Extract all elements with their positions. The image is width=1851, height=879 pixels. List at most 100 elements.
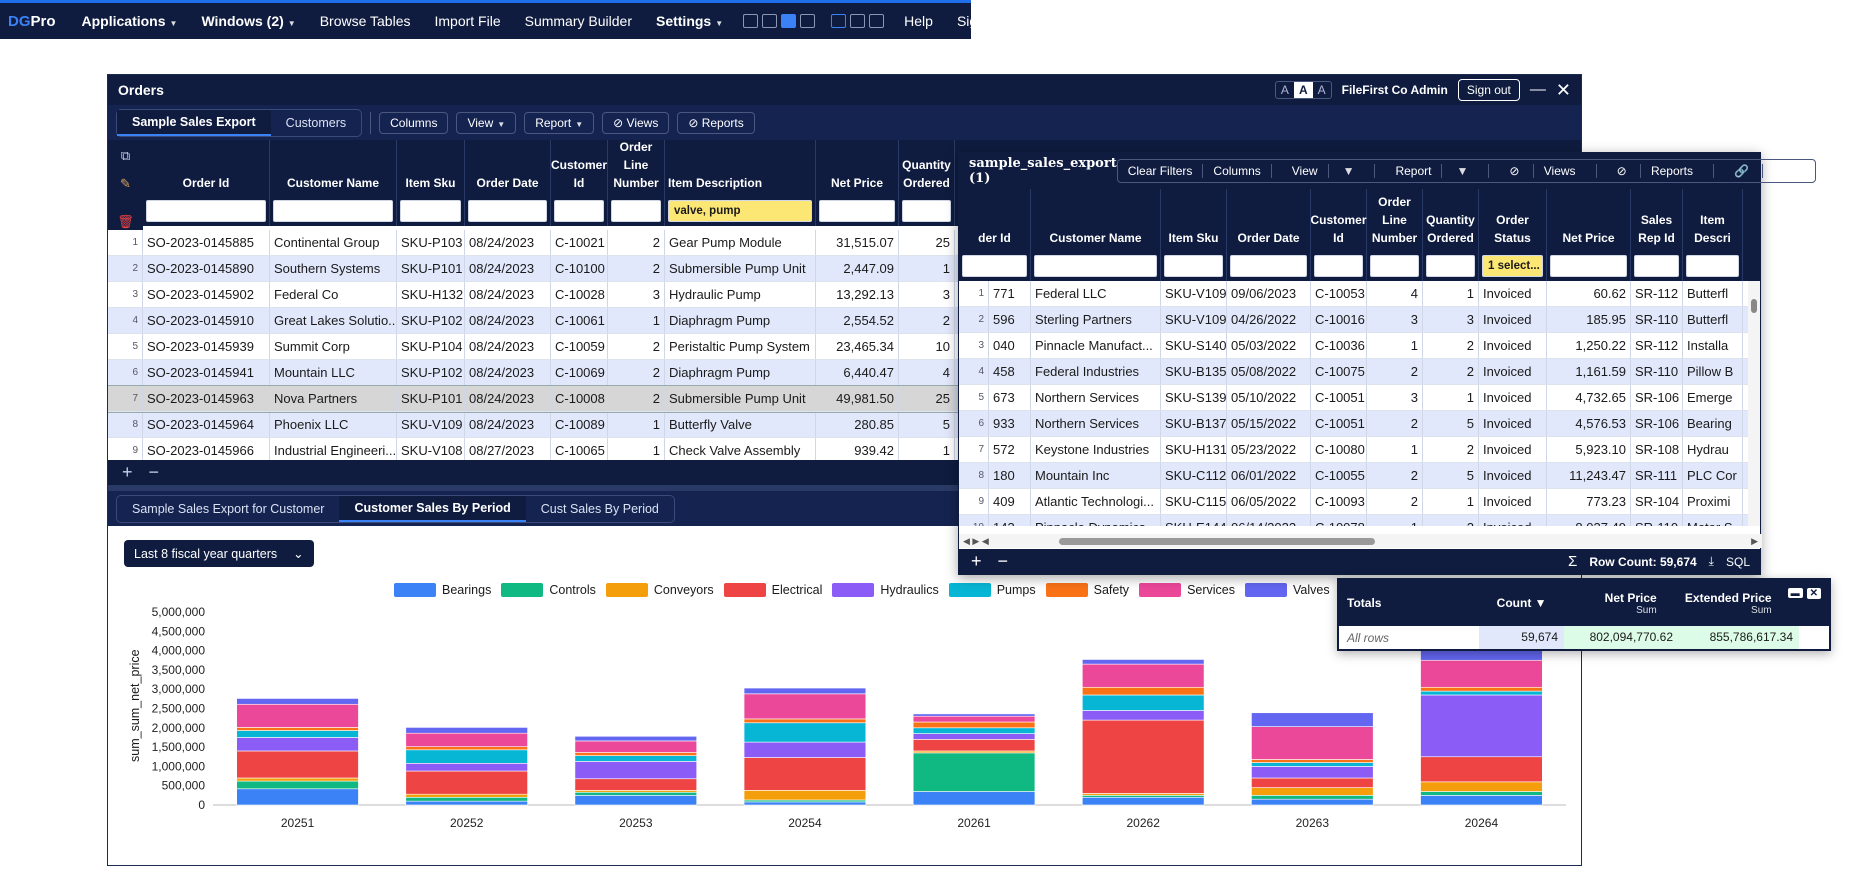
- legend-item[interactable]: Safety: [1045, 583, 1129, 597]
- cell-net-price[interactable]: 4,732.65: [1547, 385, 1631, 410]
- cell-order-id[interactable]: 040: [989, 333, 1031, 358]
- cell-net-price[interactable]: 4,576.53: [1547, 411, 1631, 436]
- window-slot-3-icon[interactable]: [869, 14, 885, 28]
- cell-net-price[interactable]: 1,250.22: [1547, 333, 1631, 358]
- cell-item-description[interactable]: Bearing: [1683, 411, 1743, 436]
- cell-item-sku[interactable]: SKU-B137: [1161, 411, 1227, 436]
- cell-order-status[interactable]: Invoiced: [1479, 385, 1547, 410]
- sse-horizontal-scroll-thumb[interactable]: [1059, 538, 1375, 545]
- cell-order-id[interactable]: SO-2023-0145890: [143, 256, 270, 281]
- cell-net-price[interactable]: 2,447.09: [816, 256, 899, 281]
- cell-row-number[interactable]: 5: [959, 385, 989, 410]
- cell-sales-rep-id[interactable]: SR-106: [1631, 385, 1683, 410]
- remove-row-icon[interactable]: −: [148, 462, 160, 482]
- cell-row-number[interactable]: 9: [108, 438, 143, 460]
- sse-remove-row-icon[interactable]: −: [997, 551, 1009, 571]
- cell-quantity-ordered[interactable]: 3: [899, 282, 955, 307]
- nav-sign-out[interactable]: Sign Out: [956, 13, 1012, 29]
- cell-order-date[interactable]: 08/27/2023: [465, 438, 551, 460]
- cell-customer-name[interactable]: Northern Services: [1031, 385, 1161, 410]
- cell-item-description[interactable]: Pillow B: [1683, 359, 1743, 384]
- cell-row-number[interactable]: 3: [959, 333, 989, 358]
- cell-sales-rep-id[interactable]: SR-110: [1631, 359, 1683, 384]
- table-row[interactable]: 8 180 Mountain Inc SKU-C112 06/01/2022 C-1005…: [959, 463, 1750, 489]
- filter-item-sku[interactable]: [1164, 255, 1223, 277]
- filter-order-id[interactable]: [962, 255, 1027, 277]
- clear-filters-button[interactable]: Clear Filters: [1118, 164, 1204, 178]
- cell-quantity-ordered[interactable]: 5: [899, 412, 955, 437]
- table-row[interactable]: 6 SO-2023-0145941 Mountain LLC SKU-P102 08/2…: [108, 360, 1581, 386]
- cell-order-line-number[interactable]: 3: [1367, 385, 1423, 410]
- cell-customer-name[interactable]: Federal Industries: [1031, 359, 1161, 384]
- cell-customer-name[interactable]: Pinnacle Manufact...: [1031, 333, 1161, 358]
- legend-item[interactable]: Valves: [1245, 583, 1330, 597]
- cell-order-date[interactable]: 09/06/2023: [1227, 281, 1311, 306]
- tab-customer-sales-by-period[interactable]: Customer Sales By Period: [339, 495, 526, 522]
- col-header-net-price[interactable]: Net Price: [816, 140, 899, 196]
- cell-customer-id[interactable]: C-10008: [551, 386, 608, 411]
- cell-customer-name[interactable]: Continental Group: [270, 230, 397, 255]
- cell-order-date[interactable]: 06/05/2022: [1227, 489, 1311, 514]
- cell-row-number[interactable]: 8: [959, 463, 989, 488]
- col-header-item-description[interactable]: Item Descri: [1683, 189, 1743, 251]
- cell-item-description[interactable]: PLC Cor: [1683, 463, 1743, 488]
- cell-order-date[interactable]: 08/24/2023: [465, 412, 551, 437]
- table-row[interactable]: 1 771 Federal LLC SKU-V109 09/06/2023 C-10053…: [959, 281, 1750, 307]
- cell-row-number[interactable]: 1: [108, 230, 143, 255]
- cell-item-sku[interactable]: SKU-P104: [397, 334, 465, 359]
- cell-customer-id[interactable]: C-10021: [551, 230, 608, 255]
- cell-order-status[interactable]: Invoiced: [1479, 489, 1547, 514]
- cell-net-price[interactable]: 60.62: [1547, 281, 1631, 306]
- cell-net-price[interactable]: 280.85: [816, 412, 899, 437]
- cell-quantity-ordered[interactable]: 4: [899, 360, 955, 385]
- col-header-item-description[interactable]: Item Description: [665, 140, 816, 196]
- col-header-quantity-ordered[interactable]: Quantity Ordered: [899, 140, 955, 196]
- cell-order-id[interactable]: 933: [989, 411, 1031, 436]
- cell-order-id[interactable]: SO-2023-0145939: [143, 334, 270, 359]
- cell-net-price[interactable]: 773.23: [1547, 489, 1631, 514]
- cell-customer-id[interactable]: C-10100: [551, 256, 608, 281]
- table-row[interactable]: 6 933 Northern Services SKU-B137 05/15/2022 C…: [959, 411, 1750, 437]
- scroll-right-icon[interactable]: ▶: [1751, 535, 1758, 546]
- cell-customer-name[interactable]: Industrial Engineeri...: [270, 438, 397, 460]
- table-row[interactable]: 4 458 Federal Industries SKU-B135 05/08/2022…: [959, 359, 1750, 385]
- cell-item-description[interactable]: Motor S: [1683, 515, 1743, 526]
- sse-horizontal-scrollbar[interactable]: ◀ ▶ ◀ ▶: [959, 534, 1762, 548]
- cell-quantity-ordered[interactable]: 2: [1423, 333, 1479, 358]
- cell-order-status[interactable]: Invoiced: [1479, 463, 1547, 488]
- sse-view-button[interactable]: View ▼: [1272, 164, 1376, 178]
- cell-customer-id[interactable]: C-10065: [551, 438, 608, 460]
- cell-net-price[interactable]: 23,465.34: [816, 334, 899, 359]
- minimize-icon[interactable]: —: [1529, 81, 1546, 98]
- cell-order-date[interactable]: 05/10/2022: [1227, 385, 1311, 410]
- table-row[interactable]: 3 SO-2023-0145902 Federal Co SKU-H132 08/24/…: [108, 282, 1581, 308]
- filter-order-line-number[interactable]: [611, 200, 661, 222]
- cell-net-price[interactable]: 1,161.59: [1547, 359, 1631, 384]
- cell-row-number[interactable]: 6: [108, 360, 143, 385]
- legend-item[interactable]: Hydraulics: [832, 583, 939, 597]
- table-row[interactable]: 5 673 Northern Services SKU-S139 05/10/2022 C…: [959, 385, 1750, 411]
- cell-row-number[interactable]: 6: [959, 411, 989, 436]
- cell-customer-id[interactable]: C-10075: [1311, 359, 1367, 384]
- filter-customer-name[interactable]: [1034, 255, 1157, 277]
- cell-net-price[interactable]: 13,292.13: [816, 282, 899, 307]
- cell-sales-rep-id[interactable]: SR-106: [1631, 411, 1683, 436]
- cell-row-number[interactable]: 4: [959, 359, 989, 384]
- filter-order-id[interactable]: [146, 200, 266, 222]
- cell-quantity-ordered[interactable]: 10: [899, 334, 955, 359]
- filter-item-description[interactable]: [1686, 255, 1739, 277]
- font-size-medium[interactable]: A: [1293, 82, 1313, 98]
- cell-item-description[interactable]: Butterfly Valve: [665, 412, 816, 437]
- nav-settings[interactable]: Settings ▼: [655, 13, 724, 29]
- cell-customer-name[interactable]: Northern Services: [1031, 411, 1161, 436]
- sse-minimize-icon[interactable]: —: [1830, 160, 1849, 181]
- cell-quantity-ordered[interactable]: 1: [899, 438, 955, 460]
- cell-row-number[interactable]: 7: [108, 386, 143, 411]
- cell-order-id[interactable]: SO-2023-0145963: [143, 386, 270, 411]
- cell-net-price[interactable]: 5,923.10: [1547, 437, 1631, 462]
- cell-order-line-number[interactable]: 2: [1367, 463, 1423, 488]
- cell-sales-rep-id[interactable]: SR-110: [1631, 307, 1683, 332]
- layout-bottom-icon[interactable]: [800, 14, 816, 28]
- cell-item-description[interactable]: Hydraulic Pump: [665, 282, 816, 307]
- filter-net-price[interactable]: [819, 200, 895, 222]
